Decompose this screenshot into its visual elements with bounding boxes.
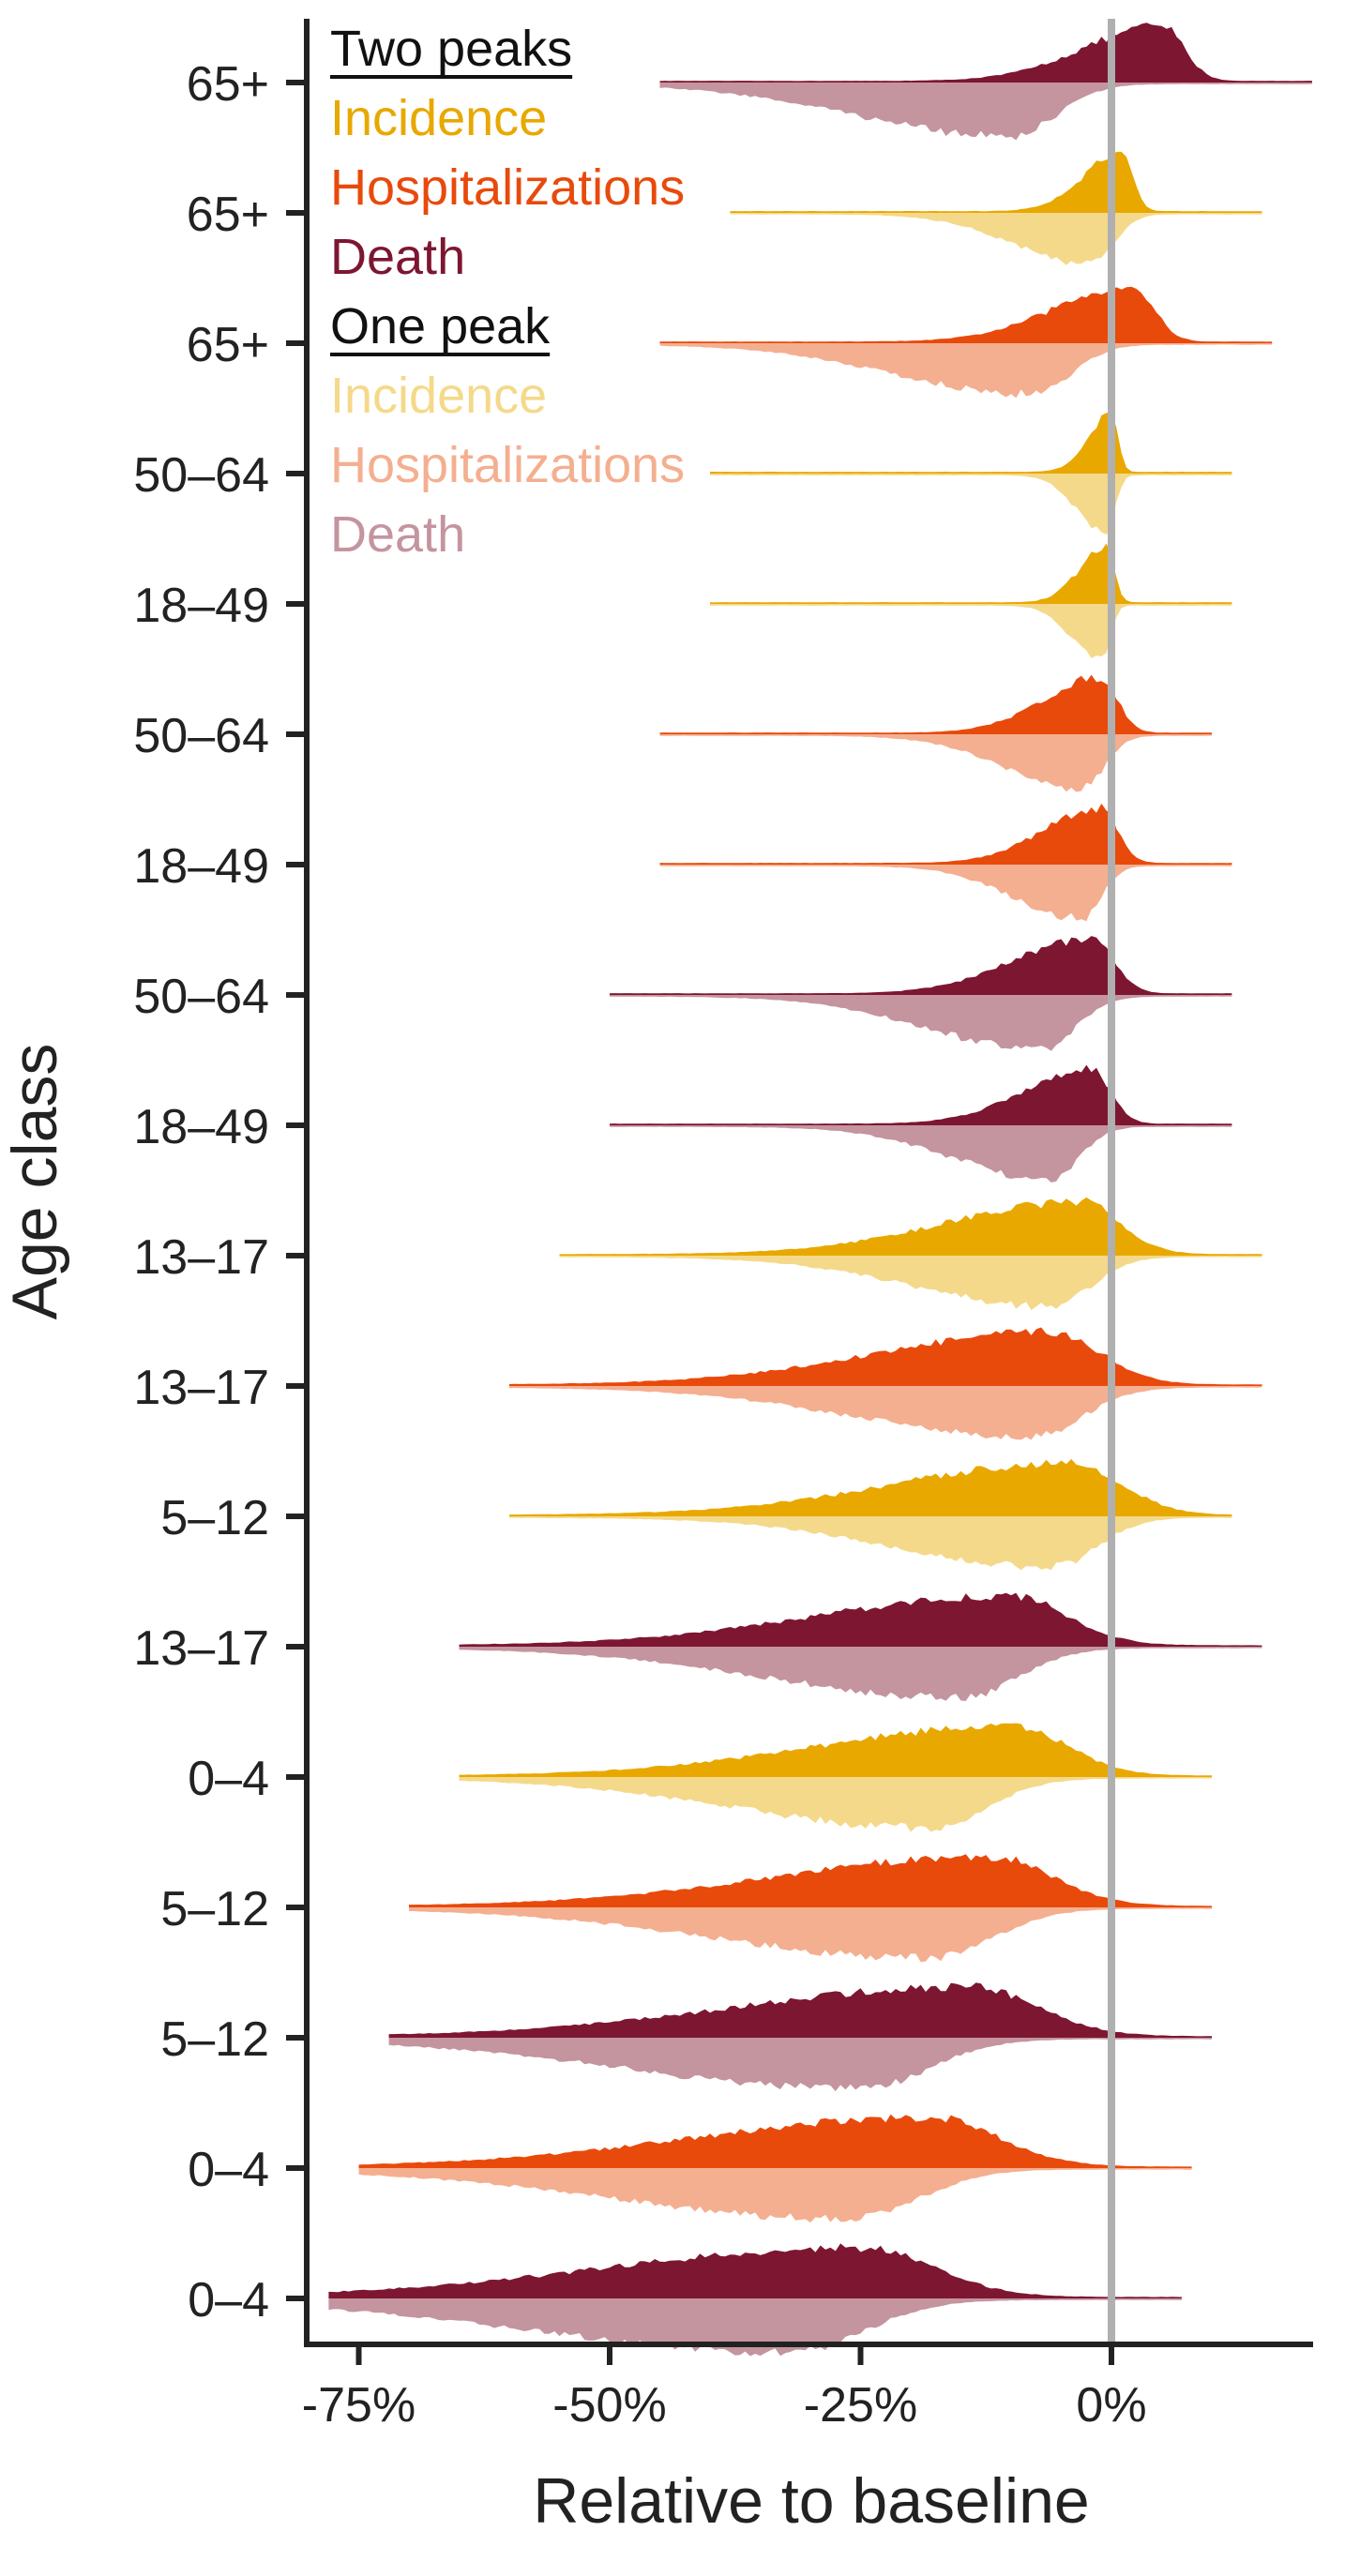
ridge-two-peaks-10 [509, 1327, 1262, 1386]
ridge-one-peak-17 [328, 2298, 1182, 2357]
x-tick-label: -50% [552, 2378, 666, 2433]
ridge-two-peaks-4 [710, 543, 1232, 604]
legend-group-title: Two peaks [330, 21, 572, 77]
legend-group-title: One peak [330, 298, 551, 354]
ridge-two-peaks-17 [328, 2243, 1182, 2298]
y-tick-label: 13–17 [133, 1361, 269, 1415]
ridge-one-peak-1 [730, 213, 1262, 265]
ridge-two-peaks-0 [659, 23, 1312, 83]
legend-item: Hospitalizations [330, 437, 685, 493]
y-tick-label: 18–49 [133, 1100, 269, 1154]
ridge-one-peak-16 [358, 2168, 1192, 2223]
y-tick-label: 50–64 [133, 709, 269, 763]
legend-item: Death [330, 506, 465, 563]
y-tick-label: 0–4 [188, 2143, 269, 2197]
y-tick-label: 5–12 [160, 2012, 269, 2067]
ridge-one-peak-5 [659, 734, 1212, 792]
y-tick-label: 5–12 [160, 1491, 269, 1545]
ridge-one-peak-14 [409, 1907, 1212, 1963]
y-tick-label: 18–49 [133, 579, 269, 633]
ridge-one-peak-0 [659, 83, 1312, 141]
y-tick-label: 0–4 [188, 2273, 269, 2327]
ridge-one-peak-3 [710, 474, 1232, 535]
ridge-one-peak-6 [659, 865, 1232, 922]
ridge-one-peak-15 [388, 2038, 1213, 2091]
y-tick-label: 50–64 [133, 970, 269, 1024]
ridge-one-peak-4 [710, 604, 1232, 658]
ridge-two-peaks-16 [358, 2114, 1192, 2168]
y-tick-label: 65+ [187, 318, 269, 372]
legend-item: Incidence [330, 368, 547, 424]
ridge-two-peaks-15 [388, 1982, 1213, 2038]
y-tick-label: 18–49 [133, 839, 269, 894]
y-tick-label: 65+ [187, 57, 269, 112]
ridge-one-peak-8 [610, 1125, 1232, 1183]
ridge-one-peak-7 [610, 995, 1232, 1051]
ridge-two-peaks-5 [659, 674, 1212, 734]
x-tick-label: 0% [1076, 2378, 1146, 2433]
ridge-two-peaks-7 [610, 936, 1232, 995]
x-axis-ticks: -75% -50% -25% 0% [302, 2344, 1147, 2433]
y-axis-title: Age class [0, 1044, 70, 1320]
x-tick-label: -75% [302, 2378, 416, 2433]
y-tick-label: 65+ [187, 188, 269, 242]
ridge-one-peak-9 [559, 1256, 1262, 1310]
ridge-two-peaks-9 [559, 1197, 1262, 1256]
legend-item: Incidence [330, 90, 547, 146]
ridge-one-peak-2 [659, 343, 1273, 399]
ridge-one-peak-13 [459, 1777, 1212, 1832]
x-tick-label: -25% [804, 2378, 917, 2433]
legend-item: Death [330, 229, 465, 285]
ridge-two-peaks-1 [730, 151, 1262, 213]
y-tick-label: 5–12 [160, 1882, 269, 1936]
y-tick-label: 13–17 [133, 1621, 269, 1676]
ridge-one-peak-12 [459, 1647, 1262, 1701]
legend: Two peaks Incidence Hospitalizations Death O… [330, 21, 685, 563]
ridge-two-peaks-2 [659, 286, 1273, 343]
ridge-two-peaks-3 [710, 412, 1232, 474]
ridge-two-peaks-12 [459, 1592, 1262, 1647]
x-axis-title: Relative to baseline [533, 2465, 1089, 2537]
ridge-two-peaks-14 [409, 1854, 1212, 1907]
y-tick-label: 0–4 [188, 1752, 269, 1806]
ridge-two-peaks-13 [459, 1723, 1212, 1777]
y-axis-ticks: 65+ 65+ 65+ 50–64 18–49 50–64 18–49 50–64 18–49 1… [133, 57, 307, 2327]
ridge-two-peaks-11 [509, 1458, 1232, 1516]
ridge-two-peaks-6 [659, 803, 1232, 865]
y-tick-label: 13–17 [133, 1230, 269, 1285]
ridges-group [328, 23, 1312, 2357]
ridge-one-peak-11 [509, 1516, 1232, 1571]
ridge-one-peak-10 [509, 1386, 1262, 1440]
y-tick-label: 50–64 [133, 448, 269, 503]
ridge-two-peaks-8 [610, 1064, 1232, 1125]
legend-item: Hospitalizations [330, 159, 685, 216]
